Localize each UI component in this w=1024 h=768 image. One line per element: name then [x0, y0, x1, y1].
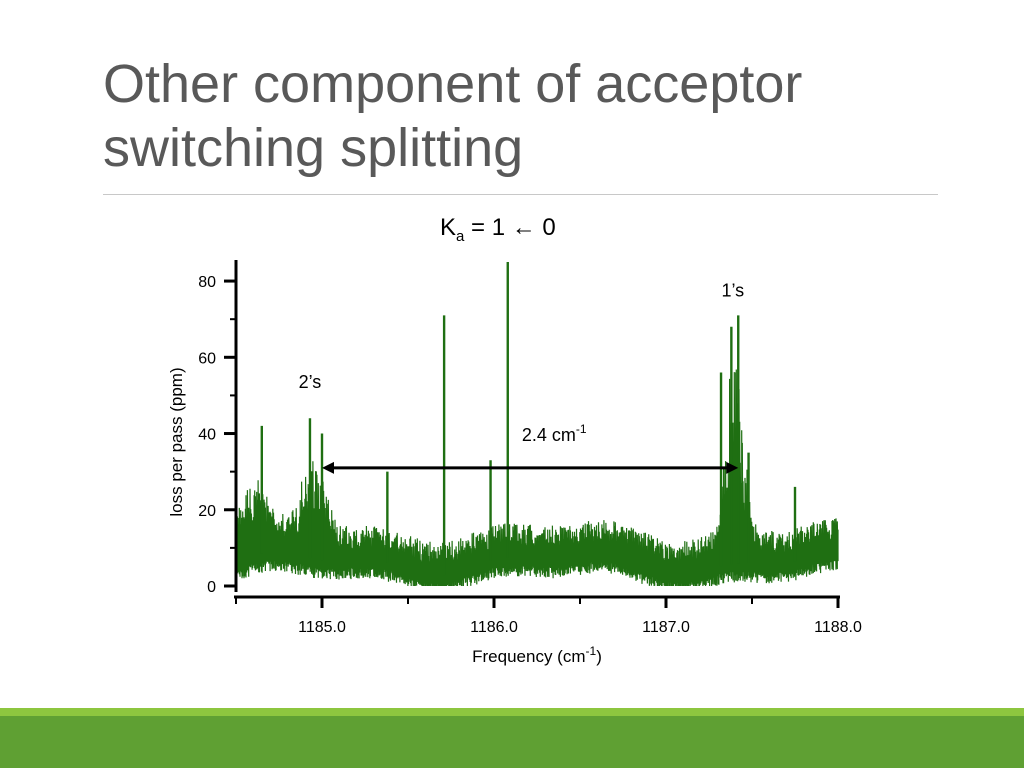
splitting-arrowhead-right: [726, 461, 739, 474]
y-tick-label: 40: [198, 427, 216, 444]
spectrum-chart: 0 20 40 60 80 1185.0 1186.0 1187.0 1188.0 Frequen…: [167, 260, 862, 666]
x-tick-label: 1186.0: [470, 619, 518, 636]
y-tick-label: 80: [198, 274, 216, 291]
group-label-2s: 2’s: [299, 372, 322, 392]
y-axis-label: loss per pass (ppm): [167, 367, 186, 516]
x-axis-label-superscript: -1: [586, 644, 597, 658]
footer-bar: [0, 716, 1024, 768]
annotation-layer: 2’s 1’s 2.4 cm-1: [299, 280, 744, 474]
axis-layer: 0 20 40 60 80 1185.0 1186.0 1187.0 1188.0 Frequen…: [167, 260, 862, 666]
x-axis-label-end: ): [596, 647, 602, 666]
trace-layer: [235, 262, 839, 587]
footer-accent-stripe: [0, 708, 1024, 716]
group-label-1s: 1’s: [721, 280, 744, 300]
chart-title: Ka = 1 ← 0: [440, 214, 600, 245]
chart-title-rest: = 1 ← 0: [464, 214, 556, 241]
x-axis-label-main: Frequency (cm: [472, 647, 585, 666]
title-divider: [103, 194, 938, 195]
splitting-label: 2.4 cm-1: [522, 422, 587, 445]
y-tick-label: 20: [198, 503, 216, 520]
x-tick-label: 1187.0: [642, 619, 690, 636]
x-tick-label: 1185.0: [298, 619, 346, 636]
splitting-arrowhead-left: [322, 461, 334, 474]
slide-title: Other component of acceptor switching sp…: [103, 52, 943, 180]
y-tick-label: 0: [207, 579, 216, 596]
chart-title-main: K: [440, 214, 457, 241]
chart-title-subscript: a: [456, 227, 465, 245]
x-axis-label: Frequency (cm-1): [472, 644, 602, 666]
slide-title-line-1: Other component of acceptor: [103, 54, 803, 114]
x-tick-label: 1188.0: [814, 619, 862, 636]
splitting-label-main: 2.4 cm: [522, 425, 576, 445]
splitting-label-superscript: -1: [576, 422, 587, 436]
slide-title-line-2: switching splitting: [103, 118, 524, 178]
y-tick-label: 60: [198, 350, 216, 367]
